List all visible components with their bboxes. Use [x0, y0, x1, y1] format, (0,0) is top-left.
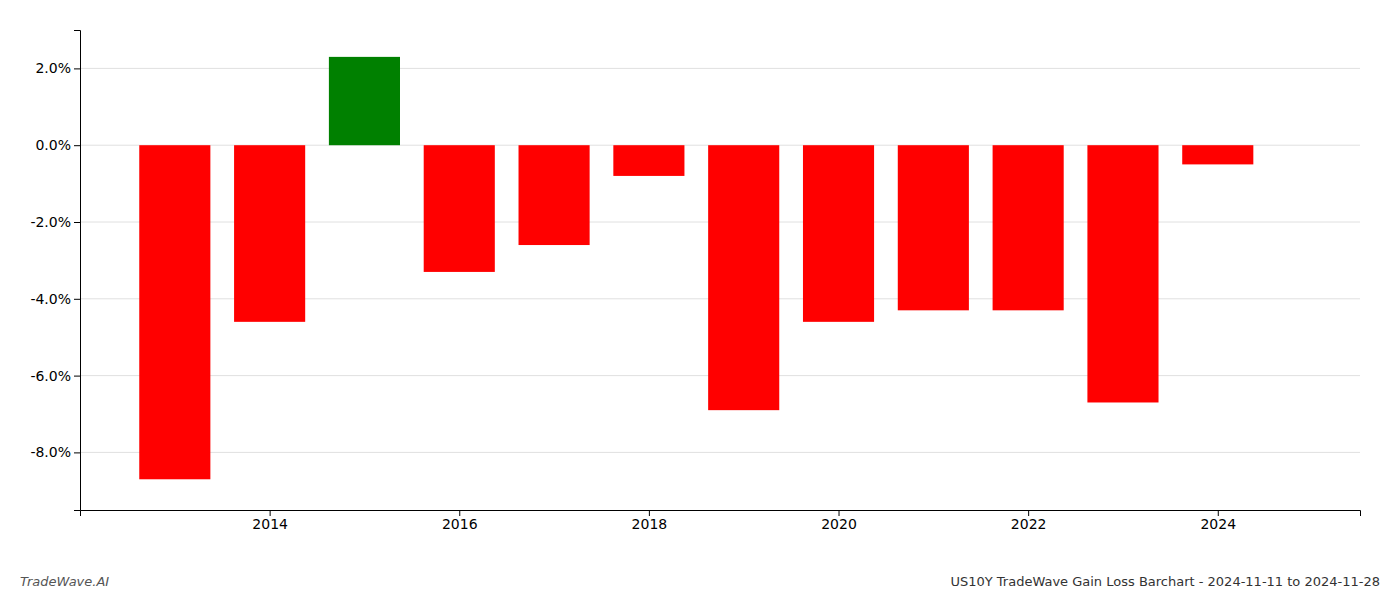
- grid-line: [80, 452, 1360, 453]
- bar: [708, 145, 779, 410]
- y-tick: 0.0%: [35, 137, 80, 153]
- x-tick: 2018: [632, 510, 668, 532]
- y-tick-mark: [74, 68, 80, 69]
- y-tick: -4.0%: [30, 291, 80, 307]
- y-tick-mark: [74, 299, 80, 300]
- x-tick: 2024: [1200, 510, 1236, 532]
- y-tick: -6.0%: [30, 368, 80, 384]
- grid-line: [80, 68, 1360, 69]
- y-tick: -8.0%: [30, 444, 80, 460]
- x-tick-label: 2024: [1200, 516, 1236, 532]
- x-tick: 2022: [1011, 510, 1047, 532]
- bar: [993, 145, 1064, 310]
- x-tick-label: 2018: [632, 516, 668, 532]
- x-tick-label: 2016: [442, 516, 478, 532]
- annotation: TradeWave.AI: [20, 574, 109, 589]
- plot: 2014 2016 2018 2020 2022 2024 2.0% 0.0% -2.0% -4.…: [30, 31, 1360, 532]
- x-tick: 2014: [252, 510, 288, 532]
- title: US10Y TradeWave Gain Loss Barchart - 202…: [950, 574, 1380, 589]
- x-tick: 2016: [442, 510, 478, 532]
- y-tick-label: -6.0%: [30, 368, 71, 384]
- y-tick-mark: [74, 452, 80, 453]
- bar: [803, 145, 874, 322]
- y-tick: 2.0%: [35, 60, 80, 76]
- y-tick-mark: [74, 145, 80, 146]
- grid: [80, 68, 1360, 452]
- bar: [234, 145, 305, 322]
- bar: [519, 145, 590, 245]
- y-tick-mark: [74, 376, 80, 377]
- bar: [329, 57, 400, 145]
- chart: 2014 2016 2018 2020 2022 2024 2.0% 0.0% -2.0% -4.…: [0, 0, 1400, 600]
- bar: [1182, 145, 1253, 164]
- y-tick-label: -4.0%: [30, 291, 71, 307]
- y-tick-label: 0.0%: [35, 137, 71, 153]
- y-axis: 2.0% 0.0% -2.0% -4.0% -6.0% -8.0%: [30, 31, 80, 511]
- x-tick-label: 2014: [252, 516, 288, 532]
- bar: [424, 145, 495, 272]
- bar: [898, 145, 969, 310]
- x-tick: 2020: [821, 510, 857, 532]
- x-axis: 2014 2016 2018 2020 2022 2024: [81, 510, 1361, 532]
- bar: [139, 145, 210, 479]
- x-tick-label: 2020: [821, 516, 857, 532]
- bars: [139, 57, 1253, 479]
- y-tick: -2.0%: [30, 214, 80, 230]
- y-tick-label: 2.0%: [35, 60, 71, 76]
- x-tick-label: 2022: [1011, 516, 1047, 532]
- y-tick-mark: [74, 222, 80, 223]
- y-axis-line: [74, 31, 81, 511]
- y-tick-label: -2.0%: [30, 214, 71, 230]
- y-tick-label: -8.0%: [30, 444, 71, 460]
- bar: [1087, 145, 1158, 402]
- bar: [613, 145, 684, 176]
